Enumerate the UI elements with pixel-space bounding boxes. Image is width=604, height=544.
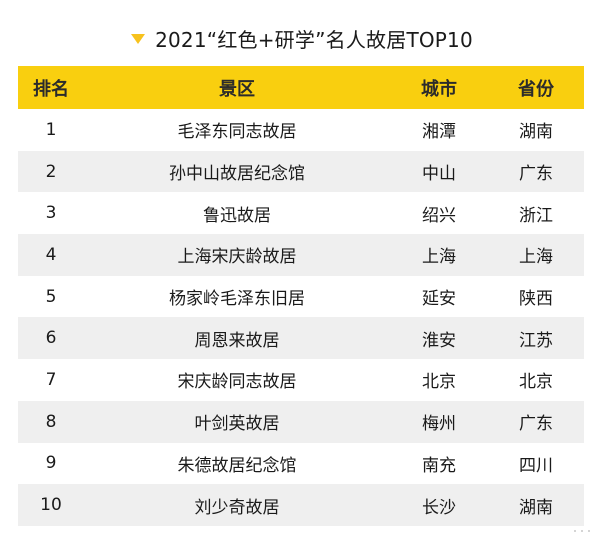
city-cell: 上海: [422, 247, 456, 268]
table-row: 1 毛泽东同志故居 湘潭 湖南: [18, 109, 584, 151]
table-row: 10 刘少奇故居 长沙 湖南: [18, 484, 584, 526]
rank-cell: 5: [45, 286, 57, 307]
rank-cell: 9: [45, 453, 57, 474]
spot-cell: 上海宋庆龄故居: [177, 247, 297, 268]
title-bar: 2021“红色+研学”名人故居TOP10: [0, 22, 604, 54]
spot-cell: 宋庆龄同志故居: [177, 372, 297, 393]
watermark-dots-icon: [574, 528, 590, 534]
province-cell: 江苏: [519, 330, 553, 351]
rank-cell: 7: [45, 369, 57, 390]
province-cell: 广东: [519, 164, 553, 185]
city-cell: 梅州: [422, 414, 456, 435]
spot-cell: 鲁迅故居: [203, 205, 271, 226]
province-cell: 四川: [519, 455, 553, 476]
city-cell: 绍兴: [422, 205, 456, 226]
rank-cell: 10: [40, 495, 62, 516]
province-cell: 北京: [519, 372, 553, 393]
province-cell: 广东: [519, 414, 553, 435]
table-row: 7 宋庆龄同志故居 北京 北京: [18, 359, 584, 401]
province-cell: 湖南: [519, 122, 553, 143]
table-row: 6 周恩来故居 淮安 江苏: [18, 317, 584, 360]
spot-cell: 毛泽东同志故居: [177, 122, 297, 143]
spot-cell: 叶剑英故居: [194, 414, 280, 435]
header-city: 城市: [421, 78, 457, 100]
table-row: 9 朱德故居纪念馆 南充 四川: [18, 443, 584, 485]
rank-cell: 2: [45, 161, 57, 182]
spot-cell: 杨家岭毛泽东旧居: [169, 289, 305, 310]
rank-cell: 8: [45, 411, 57, 432]
table-row: 2 孙中山故居纪念馆 中山 广东: [18, 150, 584, 193]
rank-cell: 1: [45, 119, 57, 140]
province-cell: 陕西: [519, 289, 553, 310]
province-cell: 浙江: [519, 205, 553, 226]
header-province: 省份: [518, 78, 554, 100]
city-cell: 延安: [422, 289, 456, 310]
city-cell: 北京: [422, 372, 456, 393]
table-header-row: 排名 景区 城市 省份: [18, 66, 584, 109]
rank-cell: 3: [45, 203, 57, 224]
ranking-table: 排名 景区 城市 省份 1 毛泽东同志故居 湘潭 湖南 2 孙中山故居纪念馆 中…: [18, 66, 584, 526]
table-row: 5 杨家岭毛泽东旧居 延安 陕西: [18, 276, 584, 318]
header-rank: 排名: [33, 78, 69, 100]
rank-cell: 4: [45, 244, 57, 265]
city-cell: 南充: [422, 455, 456, 476]
table-row: 8 叶剑英故居 梅州 广东: [18, 400, 584, 443]
table-row: 3 鲁迅故居 绍兴 浙江: [18, 192, 584, 234]
city-cell: 淮安: [422, 330, 456, 351]
province-cell: 上海: [519, 247, 553, 268]
province-cell: 湖南: [519, 497, 553, 518]
city-cell: 长沙: [422, 497, 456, 518]
header-spot: 景区: [219, 78, 255, 100]
triangle-marker-icon: [131, 34, 146, 44]
spot-cell: 朱德故居纪念馆: [177, 455, 297, 476]
spot-cell: 周恩来故居: [194, 330, 280, 351]
city-cell: 中山: [422, 164, 456, 185]
page-title: 2021“红色+研学”名人故居TOP10: [155, 27, 473, 52]
table-row: 4 上海宋庆龄故居 上海 上海: [18, 234, 584, 276]
city-cell: 湘潭: [422, 122, 456, 143]
spot-cell: 刘少奇故居: [194, 497, 280, 518]
spot-cell: 孙中山故居纪念馆: [169, 164, 305, 185]
rank-cell: 6: [45, 328, 57, 349]
